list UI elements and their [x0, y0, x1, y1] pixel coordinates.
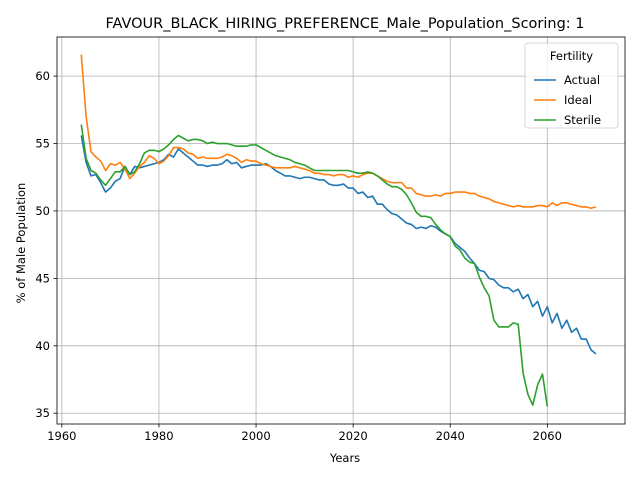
y-tick-label: 35: [35, 406, 50, 420]
legend-box: [524, 42, 619, 129]
y-axis-label: % of Male Population: [14, 183, 28, 304]
x-tick-label: 1960: [47, 429, 76, 443]
x-tick-label: 1980: [144, 429, 173, 443]
legend-title: Fertility: [550, 49, 593, 63]
legend: Fertility Actual Ideal Sterile: [524, 42, 619, 129]
y-tick-label: 55: [35, 137, 50, 151]
y-tick-label: 45: [35, 271, 50, 285]
y-tick-label: 60: [35, 69, 50, 83]
y-tick-label: 50: [35, 204, 50, 218]
legend-label-actual: Actual: [564, 73, 600, 87]
plot-frame: [56, 36, 626, 425]
series-line-sterile: [80, 124, 549, 407]
y-tick-label: 40: [35, 339, 50, 353]
x-tick-label: 2060: [533, 429, 562, 443]
series-lines: [80, 54, 597, 407]
x-tick-label: 2020: [338, 429, 367, 443]
x-tick-label: 2000: [241, 429, 270, 443]
series-line-ideal: [80, 54, 597, 210]
legend-label-ideal: Ideal: [564, 93, 592, 107]
y-axis: 35 40 45 50 55 60: [35, 69, 57, 420]
x-axis-label: Years: [329, 451, 360, 465]
series-line-actual: [80, 135, 597, 355]
legend-label-sterile: Sterile: [564, 113, 601, 127]
x-axis: 1960 1980 2000 2020 2040 2060: [47, 424, 562, 443]
x-tick-label: 2040: [436, 429, 465, 443]
chart-title: FAVOUR_BLACK_HIRING_PREFERENCE_Male_Popu…: [105, 16, 584, 32]
